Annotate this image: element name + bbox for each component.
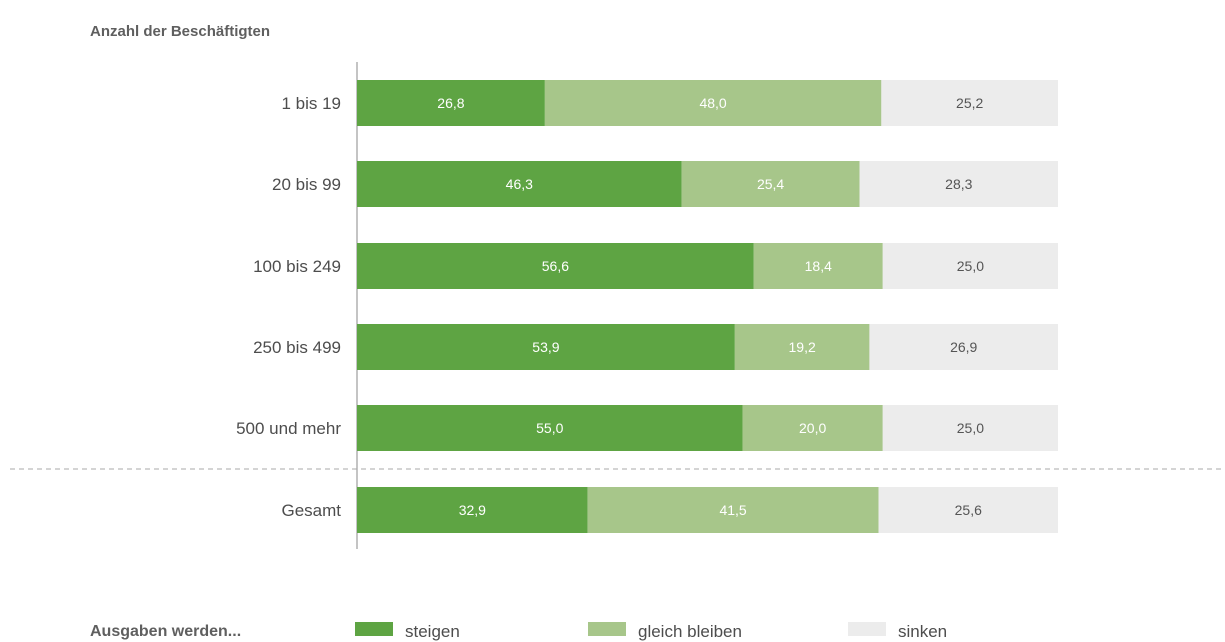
- bar-segment-steigen: [357, 243, 754, 289]
- data-label: 28,3: [945, 176, 972, 192]
- legend-swatch-sinken: [848, 622, 886, 636]
- legend-title: Ausgaben werden...: [90, 623, 241, 640]
- category-label: 500 und mehr: [236, 419, 341, 438]
- bars-group: 1 bis 19 26,8 48,0 25,2 20 bis 99 46,3 25,4 28,…: [236, 80, 1058, 533]
- legend: Ausgaben werden... steigen gleich bleiben…: [90, 622, 947, 641]
- data-label: 41,5: [719, 502, 746, 518]
- data-label: 25,4: [757, 176, 784, 192]
- data-label: 48,0: [699, 95, 726, 111]
- bar-segment-gleich-bleiben: [742, 405, 883, 451]
- bar-segment-gleich-bleiben: [753, 243, 883, 289]
- legend-swatch-gleich-bleiben: [588, 622, 626, 636]
- bar-segment-gleich-bleiben: [587, 487, 879, 533]
- category-label: 1 bis 19: [281, 94, 341, 113]
- bar-segment-sinken: [882, 405, 1058, 451]
- legend-label: sinken: [898, 622, 947, 641]
- legend-label: steigen: [405, 622, 460, 641]
- bar-segment-sinken: [869, 324, 1058, 370]
- bar-segment-sinken: [859, 161, 1058, 207]
- bar-segment-steigen: [357, 161, 682, 207]
- data-label: 46,3: [506, 176, 533, 192]
- legend-label: gleich bleiben: [638, 622, 742, 641]
- data-label: 25,2: [956, 95, 983, 111]
- data-label: 18,4: [805, 258, 832, 274]
- y-axis-title: Anzahl der Beschäftigten: [90, 23, 270, 40]
- data-label: 32,9: [459, 502, 486, 518]
- bar-segment-sinken: [882, 243, 1058, 289]
- data-label: 53,9: [532, 339, 559, 355]
- bar-segment-steigen: [357, 487, 588, 533]
- data-label: 25,6: [955, 502, 982, 518]
- bar-segment-steigen: [357, 405, 743, 451]
- data-label: 56,6: [542, 258, 569, 274]
- bar-segment-gleich-bleiben: [544, 80, 882, 126]
- category-label: 100 bis 249: [253, 257, 341, 276]
- data-label: 26,8: [437, 95, 464, 111]
- bar-segment-steigen: [357, 80, 545, 126]
- bar-segment-gleich-bleiben: [681, 161, 860, 207]
- bar-segment-steigen: [357, 324, 735, 370]
- bar-segment-sinken: [878, 487, 1058, 533]
- data-label: 55,0: [536, 420, 563, 436]
- legend-swatch-steigen: [355, 622, 393, 636]
- bar-segment-gleich-bleiben: [734, 324, 870, 370]
- category-label: 20 bis 99: [272, 175, 341, 194]
- bar-segment-sinken: [881, 80, 1058, 126]
- data-label: 19,2: [789, 339, 816, 355]
- data-label: 26,9: [950, 339, 977, 355]
- category-label: Gesamt: [281, 501, 341, 520]
- data-label: 25,0: [957, 420, 984, 436]
- category-label: 250 bis 499: [253, 338, 341, 357]
- data-label: 25,0: [957, 258, 984, 274]
- data-label: 20,0: [799, 420, 826, 436]
